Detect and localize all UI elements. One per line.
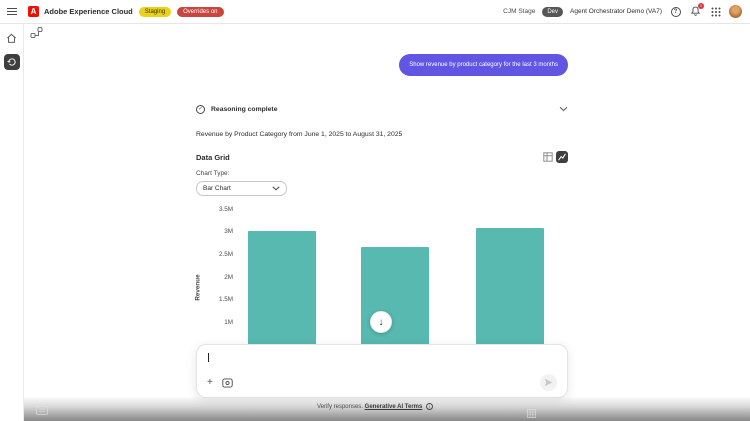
scroll-to-bottom-button[interactable]: ↓ — [370, 311, 392, 333]
chat-composer: + — [196, 344, 568, 398]
generative-ai-terms-link[interactable]: Generative AI Terms — [364, 404, 423, 411]
send-button[interactable] — [540, 374, 557, 391]
bar-category-3[interactable] — [476, 227, 544, 367]
chart-type-label: Chart Type: — [196, 170, 230, 177]
response-summary-text: Revenue by Product Category from June 1,… — [196, 131, 403, 138]
dev-badge: Dev — [542, 6, 563, 17]
y-axis-tick-label: 2M — [224, 273, 233, 281]
data-grid-title: Data Grid — [196, 152, 230, 162]
app-switcher-icon[interactable] — [709, 5, 722, 18]
left-rail — [0, 24, 24, 421]
org-switcher[interactable]: Agent Orchestrator Demo (VA7) — [570, 8, 662, 15]
chevron-down-icon[interactable] — [559, 106, 568, 112]
text-caret — [208, 353, 209, 362]
chart-type-selected-value: Bar Chart — [203, 185, 231, 192]
verify-text: Verify responses. — [316, 404, 363, 411]
composer-actions: + — [207, 374, 557, 391]
message-input[interactable] — [207, 353, 557, 374]
media-icon — [222, 377, 233, 388]
bar-chart-plot — [240, 200, 570, 367]
send-plane-icon — [544, 378, 553, 387]
grid-glyph — [711, 7, 720, 16]
notification-count-badge: 1 — [698, 3, 704, 9]
adobe-logo-icon[interactable]: A — [28, 6, 39, 17]
overrides-badge: Overrides on — [177, 6, 224, 17]
bell-glyph — [690, 6, 701, 16]
chart-view-toggle[interactable] — [556, 151, 568, 163]
y-axis-tick-label: 3M — [224, 228, 233, 236]
y-axis-tick-label: 3.5M — [219, 205, 233, 213]
data-grid-header: Data Grid — [196, 151, 568, 163]
legal-footer: Verify responses. Generative AI Terms i — [0, 403, 750, 410]
y-axis-tick-label: 1.5M — [219, 296, 233, 304]
chart-icon — [558, 153, 566, 161]
help-icon[interactable]: ? — [669, 5, 682, 18]
y-axis-tick-label: 1M — [224, 318, 233, 326]
product-name: Adobe Experience Cloud — [44, 7, 133, 16]
question-mark-glyph: ? — [670, 6, 681, 17]
y-axis-ticks: 3.5M 3M 2.5M 2M 1.5M 1M — [196, 200, 233, 367]
user-message-bubble: Show revenue by product category for the… — [399, 54, 568, 76]
table-icon — [542, 152, 553, 162]
chevron-down-icon — [272, 186, 280, 191]
reasoning-status-label: Reasoning complete — [211, 105, 278, 113]
agent-chat-icon — [6, 58, 16, 66]
chart-type-select[interactable]: Bar Chart — [196, 181, 287, 196]
journey-canvas-icon[interactable] — [30, 26, 43, 39]
home-icon — [7, 33, 16, 43]
y-axis-tick-label: 2.5M — [219, 251, 233, 258]
user-avatar[interactable] — [729, 5, 742, 18]
table-view-toggle[interactable] — [542, 152, 553, 163]
insert-media-button[interactable] — [222, 377, 233, 388]
sidebar-item-home[interactable] — [4, 30, 20, 46]
notifications-bell-icon[interactable]: 1 — [689, 3, 704, 18]
staging-badge: Staging — [138, 6, 172, 17]
add-attachment-button[interactable]: + — [207, 376, 213, 388]
reasoning-status-row[interactable]: ✓ Reasoning complete — [196, 102, 568, 116]
top-nav: A Adobe Experience Cloud Staging Overrid… — [0, 0, 750, 24]
flow-glyph — [30, 27, 43, 38]
environment-label: CJM Stage — [503, 8, 536, 15]
check-circle-icon: ✓ — [196, 104, 205, 114]
sidebar-item-agent-chat[interactable] — [3, 54, 20, 70]
hamburger-menu-icon[interactable] — [0, 7, 24, 16]
info-icon[interactable]: i — [426, 403, 434, 410]
